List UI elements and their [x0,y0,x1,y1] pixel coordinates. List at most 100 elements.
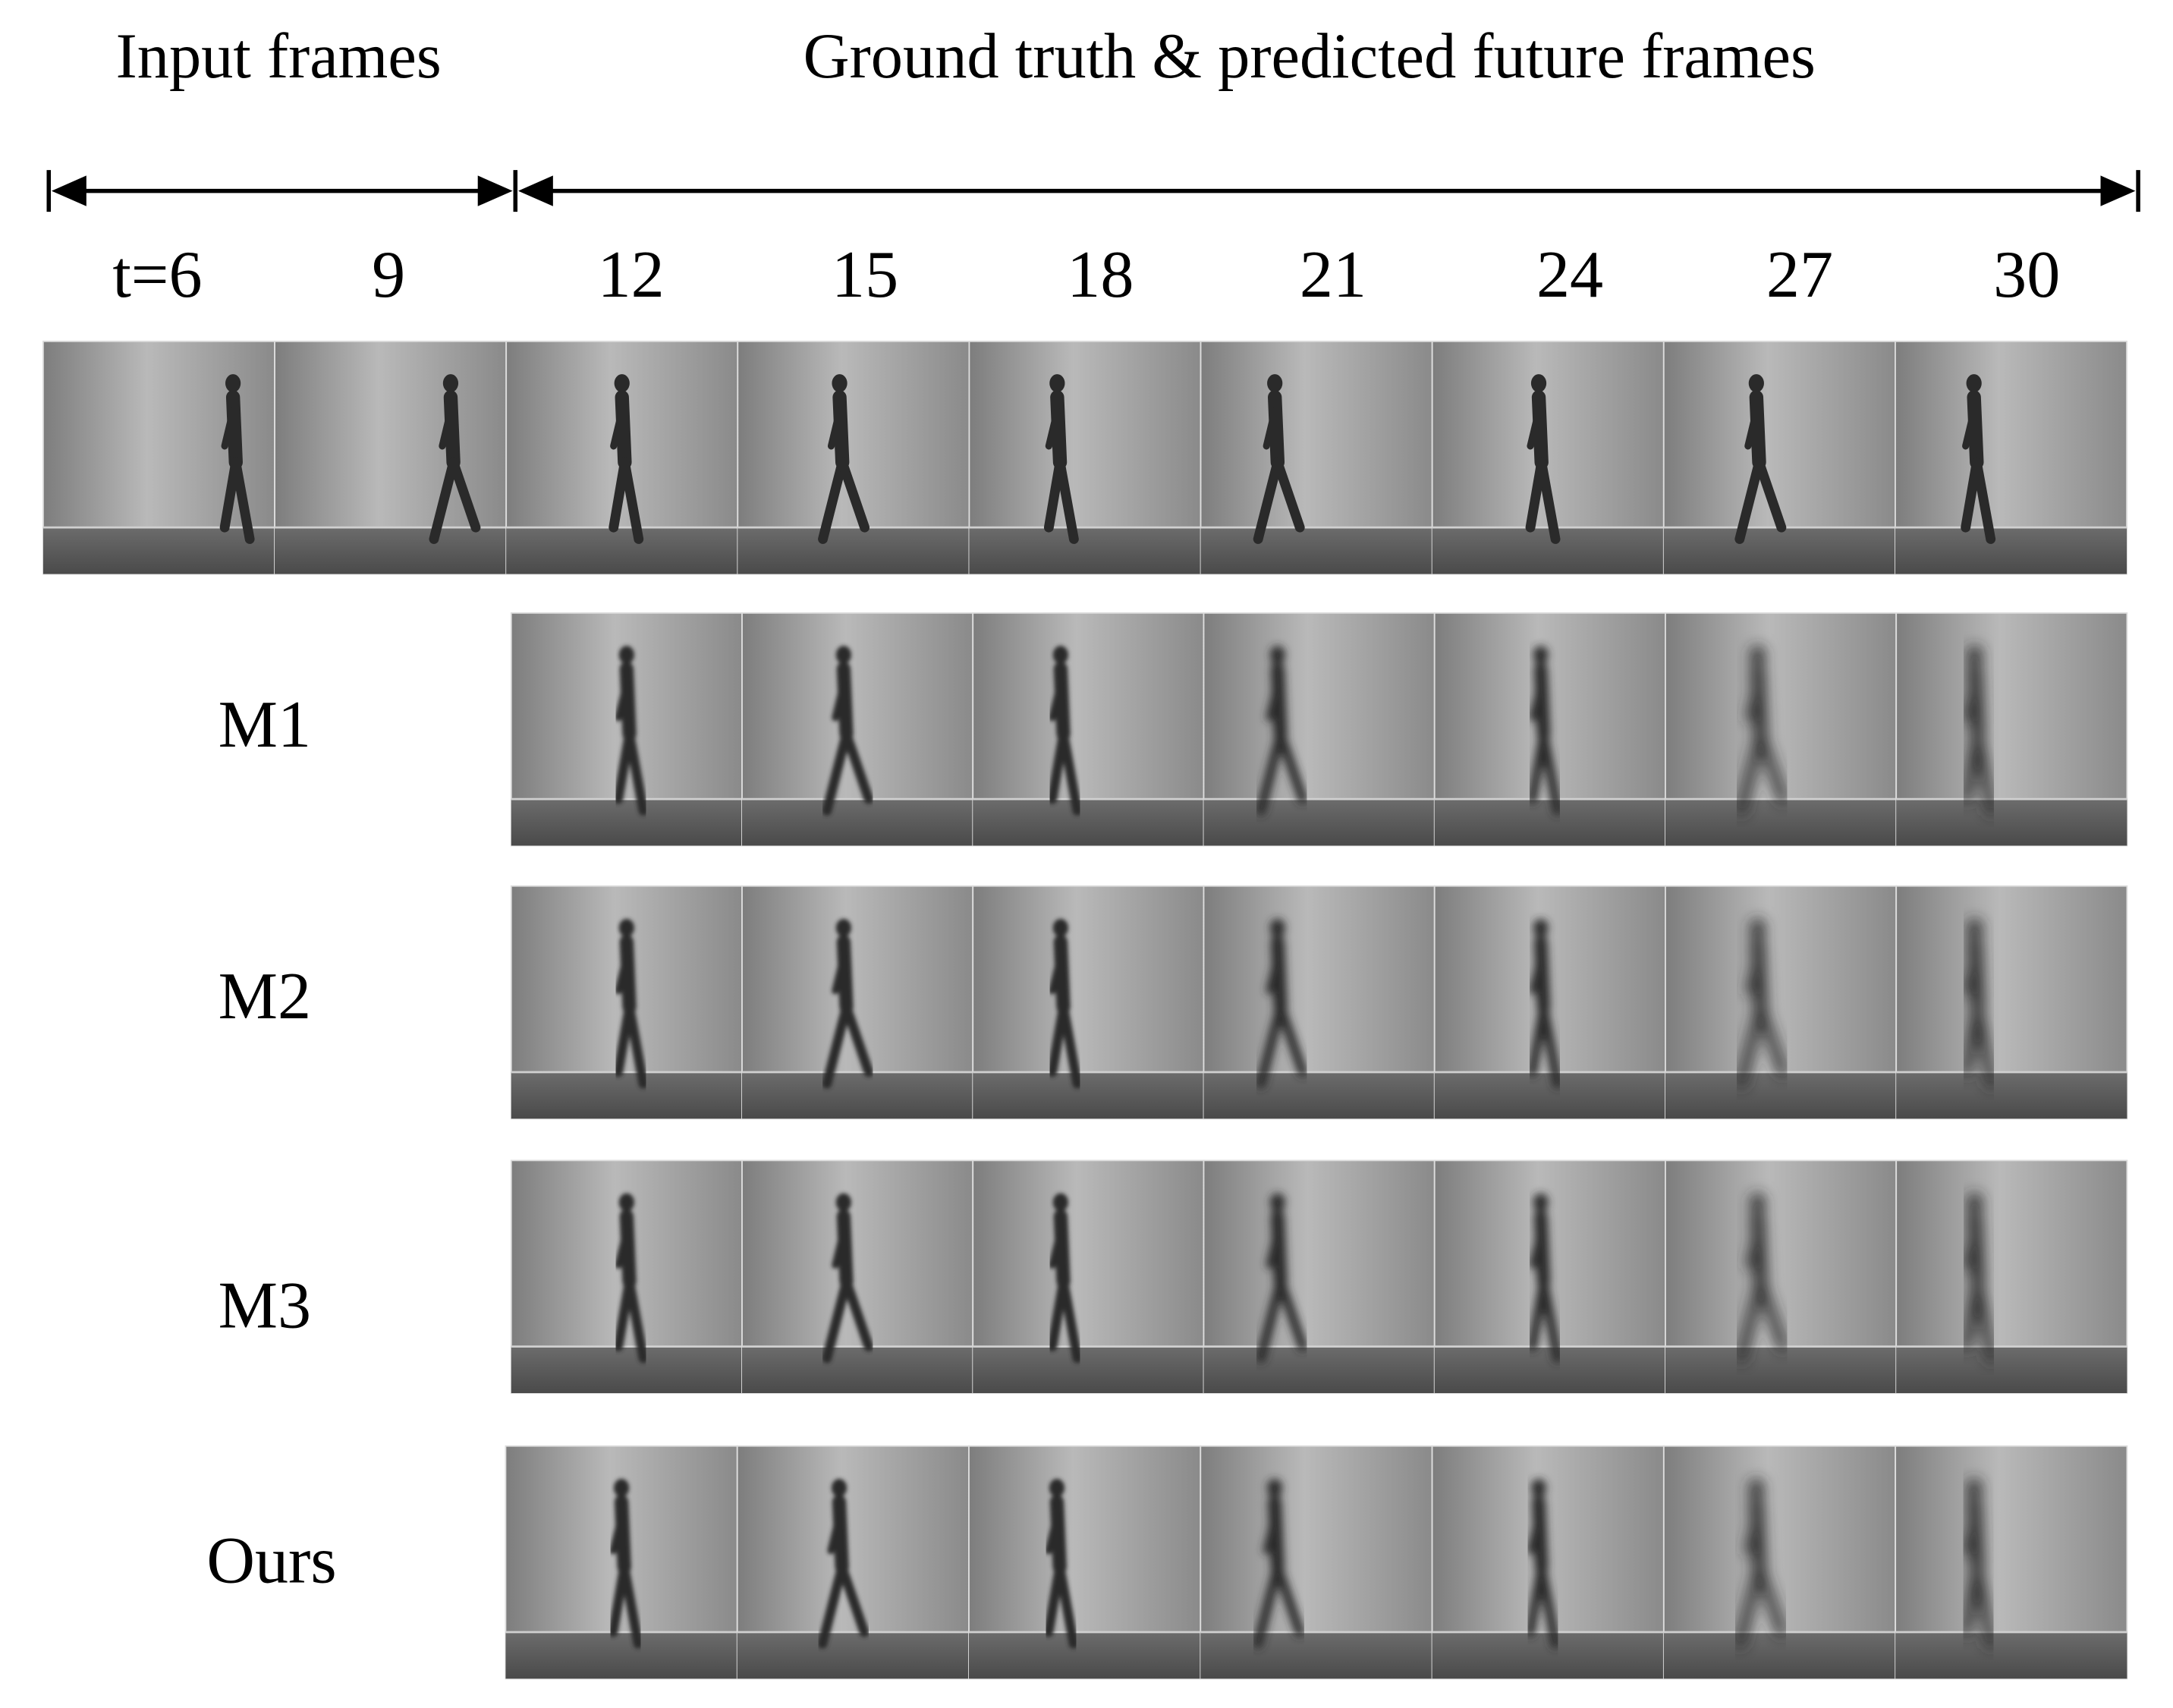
future-label: Ground truth & predicted future frames [803,21,1816,92]
runner [1525,1479,1561,1649]
frame-floor [1663,527,1895,574]
runner-leg [1755,1002,1788,1077]
runner-torso [1267,1495,1285,1574]
runner-torso [619,935,637,1014]
video-frame [1203,1159,1436,1394]
runner-leg [219,457,241,533]
video-frame [510,612,743,847]
runner-leg [1961,1562,1983,1637]
runner-head [442,374,459,393]
video-frame [510,885,743,1120]
runner [1043,1479,1079,1649]
runner-head [1748,374,1764,393]
video-frame [972,885,1205,1120]
runner [1961,1193,1997,1364]
runner-torso [1533,935,1551,1014]
runner [1961,646,1997,816]
runner-leg [1527,1002,1549,1077]
runner-head [1750,1193,1766,1212]
video-frame [1665,612,1898,847]
runner-arm [609,1512,625,1555]
frame-floor [1663,1632,1896,1679]
time-label: 24 [1536,237,1603,312]
runner-arm [610,407,626,450]
frame-floor [1665,1346,1897,1393]
frame-floor [1432,527,1664,574]
runner-torso [832,390,850,470]
runner-torso [225,390,243,470]
runner-head [1966,1479,1983,1497]
runner [1736,1193,1788,1364]
runner-leg [1275,1276,1308,1352]
runner [1253,374,1305,544]
runner-torso [1967,1209,1985,1289]
runner-arm [1962,1512,1978,1555]
runner-arm [827,1512,843,1555]
time-label: t=6 [112,237,202,312]
video-frame [741,885,974,1120]
runner [1047,1193,1083,1364]
runner-torso [1053,935,1071,1014]
runner-leg [1047,1276,1068,1352]
runner [817,1479,870,1649]
runner-leg [818,457,848,544]
runner-arm [832,952,848,995]
runner-arm [1266,1226,1281,1269]
runner-arm [1049,679,1064,722]
frame-floor [1200,527,1432,574]
frame-floor [973,1346,1204,1393]
runner [613,918,649,1089]
runner-head [1967,646,1983,665]
runner-leg [1275,1002,1308,1077]
runner-torso [1533,1209,1551,1289]
frame-floor [737,527,970,574]
frame-floor [968,1632,1201,1679]
runner-arm [615,679,631,722]
frame-floor [742,799,973,846]
runner-head [1750,646,1766,665]
video-frame [1203,612,1436,847]
frame-floor [973,799,1204,846]
video-frame [1662,340,1896,575]
runner [822,1193,874,1364]
runner-arm [1529,1226,1545,1269]
frame-floor [1665,1072,1897,1119]
frame-floor [1434,799,1665,846]
runner-arm [1049,952,1064,995]
runner-head [225,374,241,393]
runner-torso [1967,662,1985,741]
runner-torso [1533,662,1551,741]
video-frame [1665,1159,1898,1394]
runner-head [1269,918,1285,937]
frame-floor [742,1072,973,1119]
frame-floor [1434,1072,1665,1119]
runner-arm [832,1226,848,1269]
runner-leg [1272,1562,1305,1637]
method-label: M2 [219,959,311,1033]
runner [1734,1479,1787,1649]
video-frame [1200,1445,1433,1680]
runner [1043,374,1079,544]
frame-floor [1896,799,2127,846]
runner-arm [827,407,844,450]
runner-torso [1749,1495,1766,1574]
runner-head [1052,646,1068,665]
runner-leg [1736,1002,1766,1089]
frame-floor [1203,1346,1435,1393]
runner-leg [1272,457,1305,533]
runner-head [832,374,848,393]
video-frame [42,340,275,575]
runner-torso [1750,935,1768,1014]
video-frame [1433,1159,1666,1394]
runner-leg [1734,1562,1765,1649]
runner [1734,374,1787,544]
video-frame [1665,885,1898,1120]
runner-arm [1963,679,1979,722]
runner-leg [1755,1276,1788,1352]
video-frame [1895,612,2128,847]
runner-torso [1268,390,1285,470]
frame-floor [511,1346,743,1393]
video-frame [737,340,970,575]
runner-arm [1266,679,1281,722]
